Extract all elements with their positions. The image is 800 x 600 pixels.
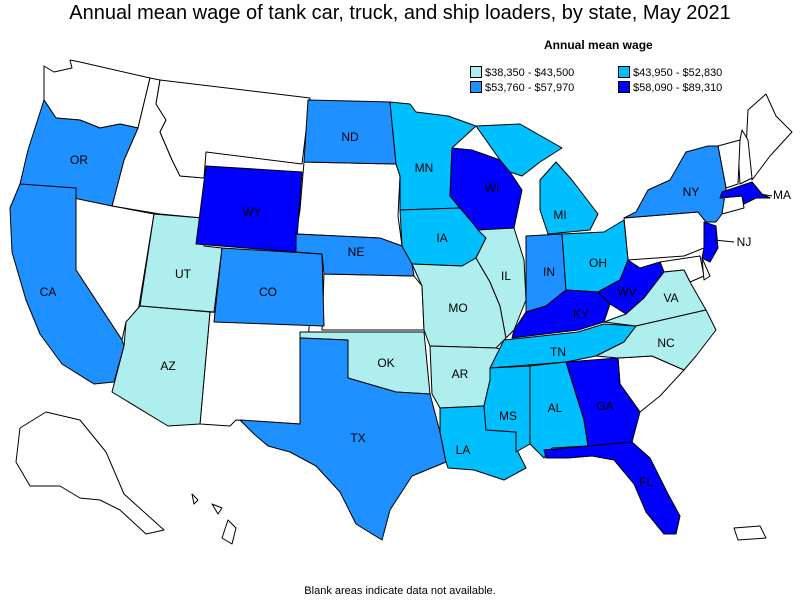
- state-label-va: VA: [663, 291, 678, 305]
- state-label-ms: MS: [499, 409, 517, 423]
- state-ga: [565, 357, 641, 447]
- state-label-ne: NE: [348, 245, 365, 259]
- state-sd: [295, 161, 403, 247]
- state-de: [701, 257, 711, 281]
- leader-line-ma: [759, 193, 773, 197]
- state-il: [475, 227, 527, 339]
- state-label-mo: MO: [448, 301, 467, 315]
- state-label-co: CO: [259, 285, 277, 299]
- legend-swatch: [618, 81, 630, 93]
- state-label-nd: ND: [341, 130, 359, 144]
- footnote: Blank areas indicate data not available.: [304, 585, 496, 597]
- state-ca: [9, 183, 125, 385]
- legend-title: Annual mean wage: [544, 38, 653, 52]
- legend-item-bin-4: $58,090 - $89,310: [618, 81, 722, 94]
- state-label-ny: NY: [683, 185, 700, 199]
- legend-swatch: [618, 66, 630, 78]
- legend-item-bin-1: $38,350 - $43,500: [470, 66, 574, 79]
- state-nc: [595, 309, 717, 371]
- state-ne: [295, 233, 415, 277]
- state-label-ia: IA: [436, 231, 447, 245]
- state-wa: [43, 59, 151, 129]
- state-co: [213, 247, 325, 327]
- state-label-ca: CA: [40, 285, 57, 299]
- state-label-ma: MA: [773, 188, 791, 202]
- state-hi: [191, 493, 237, 545]
- state-ak: [15, 411, 165, 535]
- state-label-al: AL: [548, 401, 563, 415]
- state-pa: [623, 211, 707, 261]
- territory-pr: [733, 525, 767, 541]
- state-label-ut: UT: [175, 267, 192, 281]
- state-label-ar: AR: [452, 367, 469, 381]
- legend-item-bin-3: $53,760 - $57,970: [470, 81, 574, 94]
- state-nm: [199, 311, 311, 427]
- state-label-mi: MI: [553, 208, 566, 222]
- state-label-or: OR: [70, 153, 88, 167]
- state-label-wv: WV: [617, 285, 636, 299]
- state-ky: [511, 289, 611, 339]
- state-mi: [475, 123, 599, 235]
- legend-label: $43,950 - $52,830: [633, 67, 723, 79]
- leader-line-nj: [713, 239, 735, 243]
- state-label-ok: OK: [377, 356, 394, 370]
- state-label-ga: GA: [596, 399, 613, 413]
- state-az: [111, 305, 211, 427]
- legend-label: $38,350 - $43,500: [485, 67, 575, 79]
- state-ma: [719, 181, 771, 205]
- map-title: Annual mean wage of tank car, truck, and…: [69, 2, 731, 24]
- state-or: [19, 99, 139, 207]
- legend-label: $58,090 - $89,310: [633, 82, 723, 94]
- state-wv: [597, 259, 665, 315]
- state-nj: [701, 221, 719, 263]
- state-ny: [623, 145, 727, 223]
- state-ks: [321, 273, 425, 331]
- legend-label: $53,760 - $57,970: [485, 82, 575, 94]
- state-label-in: IN: [543, 265, 555, 279]
- state-label-fl: FL: [639, 475, 653, 489]
- state-label-tn: TN: [550, 345, 566, 359]
- state-mt: [155, 79, 311, 179]
- state-label-wy: WY: [242, 205, 261, 219]
- state-label-wi: WI: [485, 181, 500, 195]
- state-label-oh: OH: [589, 256, 607, 270]
- state-me: [745, 93, 793, 181]
- state-label-nc: NC: [657, 336, 675, 350]
- legend-swatch: [470, 81, 482, 93]
- state-label-tx: TX: [350, 431, 365, 445]
- state-label-nj: NJ: [737, 235, 752, 249]
- state-label-ky: KY: [573, 307, 589, 321]
- state-label-la: LA: [456, 443, 471, 457]
- state-label-il: IL: [501, 269, 511, 283]
- legend-item-bin-2: $43,950 - $52,830: [618, 66, 722, 79]
- legend-swatch: [470, 66, 482, 78]
- state-label-mn: MN: [415, 161, 434, 175]
- state-label-az: AZ: [160, 359, 175, 373]
- state-fl: [543, 441, 681, 535]
- state-tx: [239, 337, 447, 541]
